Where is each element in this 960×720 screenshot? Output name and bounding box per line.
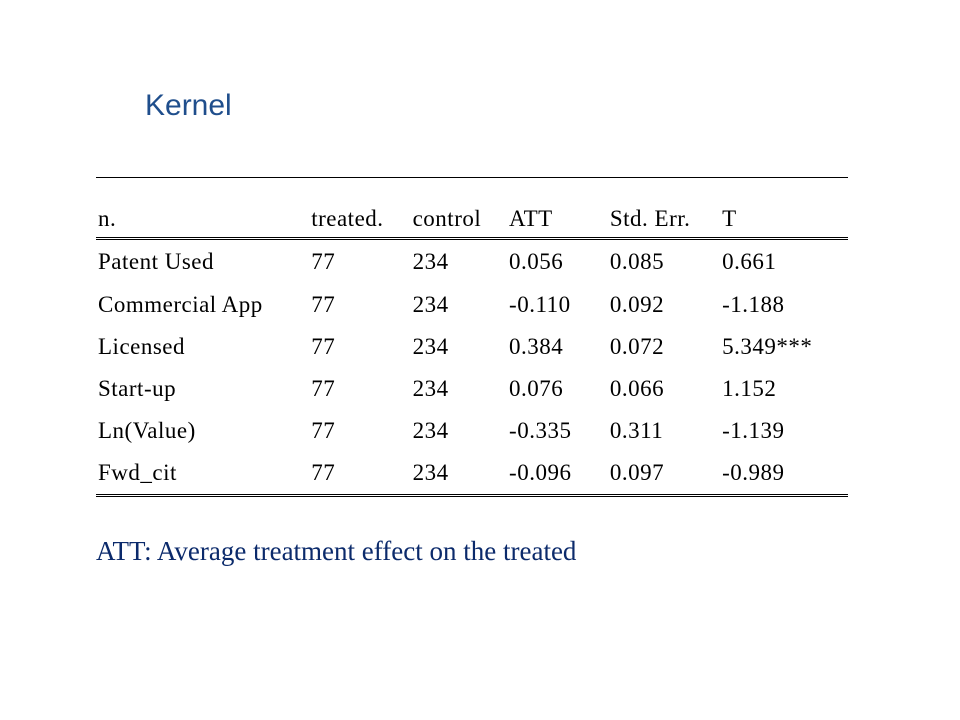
table-row: Patent Used 77 234 0.056 0.085 0.661 [96, 237, 848, 284]
footnote: ATT: Average treatment effect on the tre… [96, 536, 577, 566]
header-std-err: Std. Err. [609, 206, 691, 231]
table-row: Commercial App 77 234 -0.110 0.092 -1.18… [96, 284, 848, 326]
row-label: Fwd_cit [96, 452, 310, 497]
cell-t: -1.188 [722, 292, 785, 317]
cell-control: 234 [412, 418, 449, 443]
results-table: n. treated. control ATT Std. Err. T Pate… [96, 177, 848, 497]
cell-att: -0.110 [509, 292, 571, 317]
header-row: n. treated. control ATT Std. Err. T [96, 177, 848, 239]
cell-std-err: 0.311 [609, 418, 664, 443]
cell-std-err: 0.092 [609, 292, 665, 317]
cell-treated: 77 [311, 334, 336, 359]
table-row: Start-up 77 234 0.076 0.066 1.152 [96, 368, 848, 410]
cell-t: -0.989 [720, 452, 848, 497]
cell-att: 0.056 [507, 237, 608, 284]
row-label: Commercial App [98, 292, 263, 317]
table-row: Ln(Value) 77 234 -0.335 0.311 -1.139 [96, 410, 848, 452]
row-label: Start-up [98, 376, 177, 401]
cell-att: -0.096 [507, 452, 608, 497]
cell-control: 234 [412, 376, 449, 401]
cell-treated: 77 [311, 418, 336, 443]
table-body: Patent Used 77 234 0.056 0.085 0.661 Com… [96, 237, 848, 497]
cell-t: 0.661 [720, 237, 848, 284]
row-label: Licensed [98, 334, 186, 359]
cell-control: 234 [412, 292, 449, 317]
header-control: control [412, 206, 482, 231]
cell-t: 5.349*** [722, 334, 813, 359]
cell-treated: 77 [311, 292, 336, 317]
row-label: Ln(Value) [98, 418, 196, 443]
table-row: Fwd_cit 77 234 -0.096 0.097 -0.989 [96, 452, 848, 497]
cell-std-err: 0.097 [607, 452, 721, 497]
header-att: ATT [509, 206, 553, 231]
cell-att: 0.384 [509, 334, 564, 359]
cell-att: 0.076 [509, 376, 564, 401]
header-t: T [722, 206, 737, 231]
header-n: n. [98, 206, 117, 231]
table-header: n. treated. control ATT Std. Err. T [96, 177, 848, 239]
table-row: Licensed 77 234 0.384 0.072 5.349*** [96, 326, 848, 368]
row-label: Patent Used [96, 237, 310, 284]
cell-control: 234 [410, 452, 508, 497]
header-treated: treated. [311, 206, 384, 231]
cell-control: 234 [410, 237, 508, 284]
cell-t: -1.139 [722, 418, 785, 443]
cell-std-err: 0.066 [609, 376, 665, 401]
cell-treated: 77 [311, 376, 336, 401]
cell-std-err: 0.072 [609, 334, 665, 359]
cell-treated: 77 [309, 452, 411, 497]
cell-control: 234 [412, 334, 449, 359]
cell-t: 1.152 [722, 376, 777, 401]
cell-att: -0.335 [509, 418, 572, 443]
cell-treated: 77 [309, 237, 411, 284]
slide-title: Kernel [145, 89, 232, 122]
cell-std-err: 0.085 [607, 237, 721, 284]
